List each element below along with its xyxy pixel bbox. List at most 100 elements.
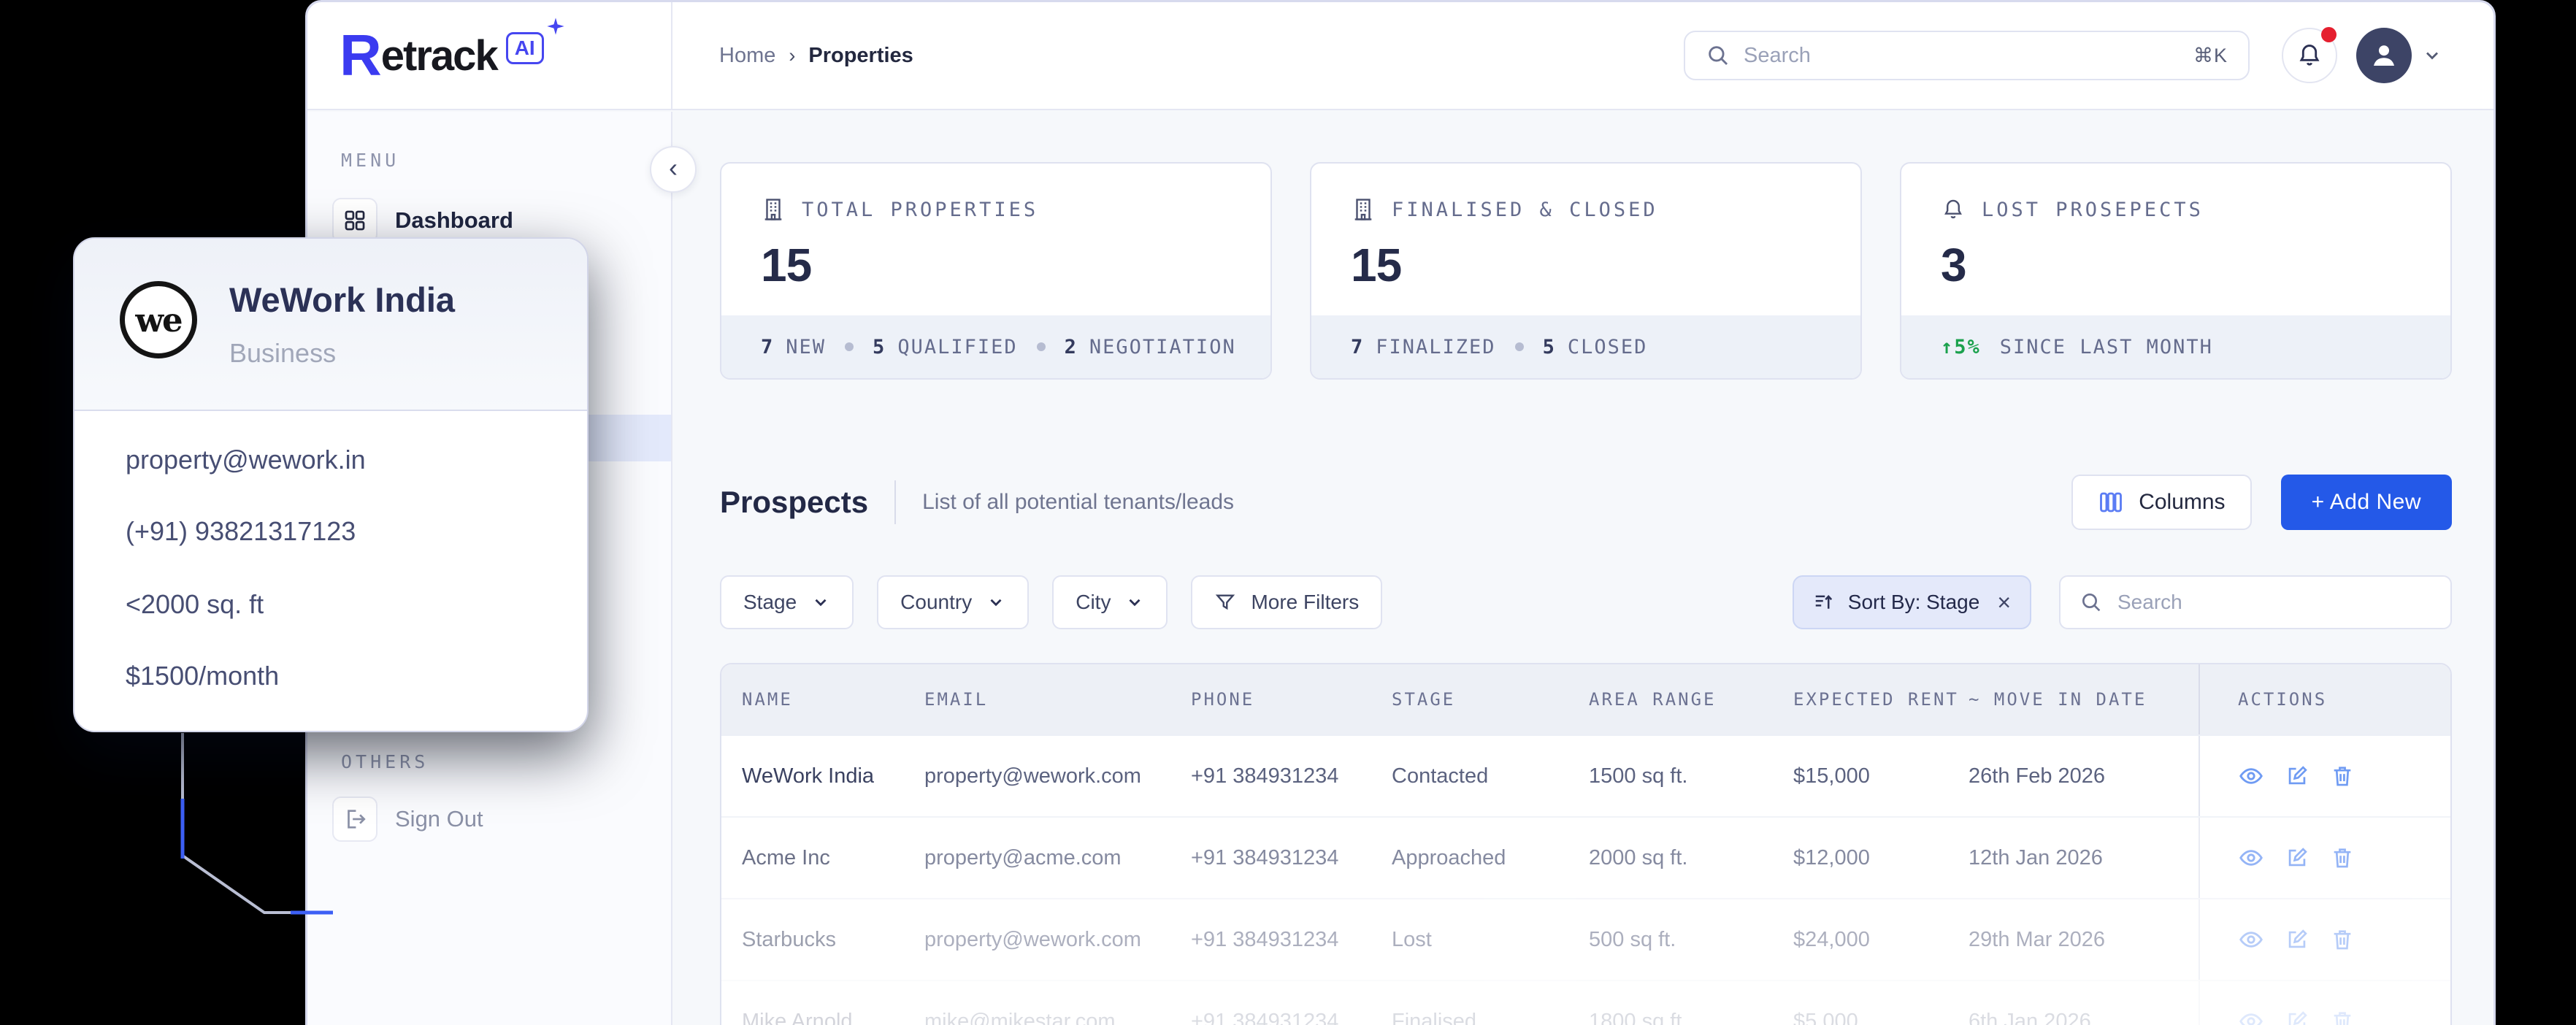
filter-stage[interactable]: Stage bbox=[720, 575, 854, 629]
avatar[interactable] bbox=[2356, 28, 2412, 83]
stat-footer-num: 5 bbox=[1542, 335, 1556, 358]
bell-icon bbox=[2296, 42, 2323, 69]
sidebar-menu-label: MENU bbox=[341, 150, 400, 171]
close-icon[interactable]: × bbox=[1997, 589, 2011, 615]
cell-phone: +91 384931234 bbox=[1191, 764, 1339, 788]
column-header-phone: PHONE bbox=[1191, 689, 1255, 710]
cell-email: mike@mikestar.com bbox=[924, 1009, 1116, 1025]
prospects-header: Prospects List of all potential tenants/… bbox=[720, 467, 2452, 537]
delete-button[interactable] bbox=[2330, 927, 2355, 952]
stat-label: TOTAL PROPERTIES bbox=[802, 198, 1039, 221]
prospect-card-header: we WeWork India Business bbox=[74, 239, 587, 411]
view-button[interactable] bbox=[2238, 1008, 2264, 1025]
filter-country[interactable]: Country bbox=[877, 575, 1030, 629]
cell-actions bbox=[2199, 736, 2450, 816]
trash-icon bbox=[2334, 1012, 2351, 1025]
cell-phone: +91 384931234 bbox=[1191, 927, 1339, 951]
filter-label: City bbox=[1076, 591, 1111, 613]
columns-button[interactable]: Columns bbox=[2071, 475, 2252, 530]
table-search-input[interactable] bbox=[2116, 590, 2431, 615]
cell-phone: +91 384931234 bbox=[1191, 845, 1339, 869]
chevron-down-icon bbox=[990, 599, 1002, 607]
cell-phone: +91 384931234 bbox=[1191, 1009, 1339, 1025]
edit-button[interactable] bbox=[2285, 927, 2309, 952]
brand-logo[interactable]: R etrack AI bbox=[340, 18, 564, 85]
more-filters-button[interactable]: More Filters bbox=[1191, 575, 1383, 629]
more-filters-label: More Filters bbox=[1251, 591, 1360, 613]
prospect-type: Business bbox=[229, 338, 337, 368]
cell-stage: Lost bbox=[1392, 927, 1432, 951]
sidebar-item-label: Dashboard bbox=[395, 207, 513, 233]
stat-footer-num: 7 bbox=[1351, 335, 1365, 358]
column-header-name: NAME bbox=[742, 689, 793, 710]
view-button[interactable] bbox=[2238, 845, 2264, 871]
prospect-detail-card: we WeWork India Business property@wework… bbox=[73, 237, 589, 732]
delete-button[interactable] bbox=[2330, 764, 2355, 788]
brand-name: etrack bbox=[380, 31, 499, 80]
edit-icon bbox=[2288, 848, 2307, 867]
filter-city[interactable]: City bbox=[1052, 575, 1168, 629]
cell-stage: Contacted bbox=[1392, 764, 1489, 788]
column-header-actions: ACTIONS bbox=[2199, 664, 2450, 734]
stat-value: 15 bbox=[761, 239, 812, 291]
cell-name: Acme Inc bbox=[742, 845, 830, 869]
logo-section: R etrack AI bbox=[307, 2, 672, 109]
table-row[interactable]: Starbucks property@wework.com +91 384931… bbox=[721, 898, 2450, 980]
sidebar-item-signout[interactable]: Sign Out bbox=[332, 796, 483, 842]
building-icon bbox=[761, 197, 786, 222]
table-row[interactable]: Mike Arnold mike@mikestar.com +91 384931… bbox=[721, 980, 2450, 1025]
column-header-date: ~ MOVE IN DATE bbox=[1969, 689, 2147, 710]
notifications-button[interactable] bbox=[2282, 27, 2337, 83]
cell-email: property@wework.com bbox=[924, 764, 1141, 788]
breadcrumb: Home › Properties bbox=[719, 44, 913, 68]
cell-date: 12th Jan 2026 bbox=[1969, 845, 2103, 869]
cell-rent: $5,000 bbox=[1793, 1009, 1858, 1025]
breadcrumb-home[interactable]: Home bbox=[719, 43, 776, 67]
stat-footer-text: NEW bbox=[786, 335, 827, 358]
add-new-label: + Add New bbox=[2311, 490, 2421, 514]
eye-icon bbox=[2239, 932, 2263, 948]
trash-icon bbox=[2334, 848, 2351, 868]
add-new-button[interactable]: + Add New bbox=[2280, 475, 2452, 530]
edit-icon bbox=[2288, 1011, 2307, 1025]
prospect-area: <2000 sq. ft bbox=[126, 589, 264, 619]
view-button[interactable] bbox=[2238, 926, 2264, 953]
chevron-left-icon: ‹ bbox=[669, 153, 678, 183]
stat-footer: ↑5% SINCE LAST MONTH bbox=[1901, 315, 2450, 378]
global-search[interactable]: ⌘K bbox=[1684, 31, 2250, 80]
eye-icon bbox=[2239, 850, 2263, 866]
chevron-down-icon[interactable] bbox=[2422, 45, 2442, 66]
cell-area: 500 sq ft. bbox=[1589, 927, 1676, 951]
column-header-rent: EXPECTED RENT bbox=[1793, 689, 1959, 710]
stat-footer-text: FINALIZED bbox=[1376, 335, 1496, 358]
delete-button[interactable] bbox=[2330, 845, 2355, 870]
edit-button[interactable] bbox=[2285, 845, 2309, 870]
sidebar-collapse-button[interactable]: ‹ bbox=[650, 146, 697, 193]
delete-button[interactable] bbox=[2330, 1009, 2355, 1025]
funnel-icon bbox=[1216, 594, 1235, 610]
cell-actions bbox=[2199, 899, 2450, 980]
table-row[interactable]: Acme Inc property@acme.com +91 384931234… bbox=[721, 816, 2450, 898]
edit-button[interactable] bbox=[2285, 764, 2309, 788]
table-search[interactable] bbox=[2059, 575, 2452, 629]
dot-separator bbox=[1514, 342, 1524, 351]
view-button[interactable] bbox=[2238, 763, 2264, 789]
table-row[interactable]: WeWork India property@wework.com +91 384… bbox=[721, 734, 2450, 816]
stat-delta-text: SINCE LAST MONTH bbox=[1999, 335, 2213, 358]
columns-button-label: Columns bbox=[2139, 490, 2226, 514]
sidebar-item-dashboard[interactable]: Dashboard bbox=[332, 198, 513, 243]
cell-rent: $12,000 bbox=[1793, 845, 1870, 869]
cell-area: 1500 sq ft. bbox=[1589, 764, 1688, 788]
notification-dot bbox=[2321, 27, 2337, 42]
stat-delta: ↑5% bbox=[1941, 335, 1981, 358]
table-header-row: NAME EMAIL PHONE STAGE AREA RANGE EXPECT… bbox=[721, 664, 2450, 734]
cell-area: 2000 sq ft. bbox=[1589, 845, 1688, 869]
sort-chip-label: Sort By: Stage bbox=[1847, 591, 1980, 613]
edit-button[interactable] bbox=[2285, 1009, 2309, 1025]
sort-chip[interactable]: Sort By: Stage × bbox=[1792, 575, 2031, 629]
global-search-input[interactable] bbox=[1742, 42, 2182, 69]
cell-email: property@wework.com bbox=[924, 927, 1141, 951]
cell-email: property@acme.com bbox=[924, 845, 1122, 869]
stat-footer-text: QUALIFIED bbox=[897, 335, 1018, 358]
dot-separator bbox=[845, 342, 854, 351]
